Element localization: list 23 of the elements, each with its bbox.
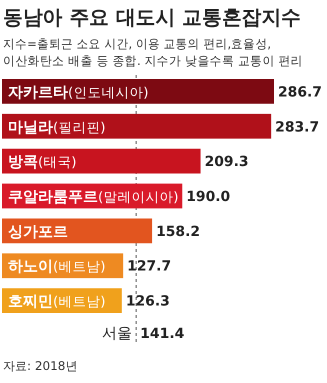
ref-line-label: 서울 bbox=[102, 324, 132, 342]
text: 자료: 2018년 bbox=[3, 359, 78, 373]
y-tick-label: 싱가포르 bbox=[8, 222, 68, 240]
data-label: 158.2 bbox=[156, 224, 200, 240]
y-tick-label: 하노이(베트남) bbox=[8, 257, 106, 276]
y-tick-label: 호찌민(베트남) bbox=[8, 292, 106, 310]
y-tick-label: 마닐라(필리핀) bbox=[8, 118, 106, 136]
data-label: 286.7 bbox=[278, 84, 322, 100]
y-tick-label: 자카르타(인도네시아) bbox=[8, 82, 149, 101]
bar bbox=[2, 218, 152, 244]
bar bbox=[2, 148, 201, 174]
data-label: 190.0 bbox=[186, 189, 231, 205]
annotation: 141.4 bbox=[140, 326, 185, 342]
bar bbox=[2, 114, 272, 139]
chart-subtitle: 지수=출퇴근 소요 시간, 이용 교통의 편리,효율성, 이산화탄소 배출 등 종합. 지수가 낮을수록 교통이 편리 bbox=[3, 36, 321, 68]
y-tick-label: 방콕(태국) bbox=[8, 152, 77, 171]
data-label: 126.3 bbox=[126, 294, 170, 310]
data-label: 127.7 bbox=[127, 258, 172, 275]
data-label: 209.3 bbox=[204, 154, 249, 170]
data-label: 283.7 bbox=[275, 119, 320, 136]
y-tick-label: 쿠알라룸푸르(말레이시아) bbox=[8, 188, 179, 206]
chart-title: 동남아 주요 대도시 교통혼잡지수 bbox=[3, 5, 304, 29]
bar bbox=[2, 79, 274, 104]
